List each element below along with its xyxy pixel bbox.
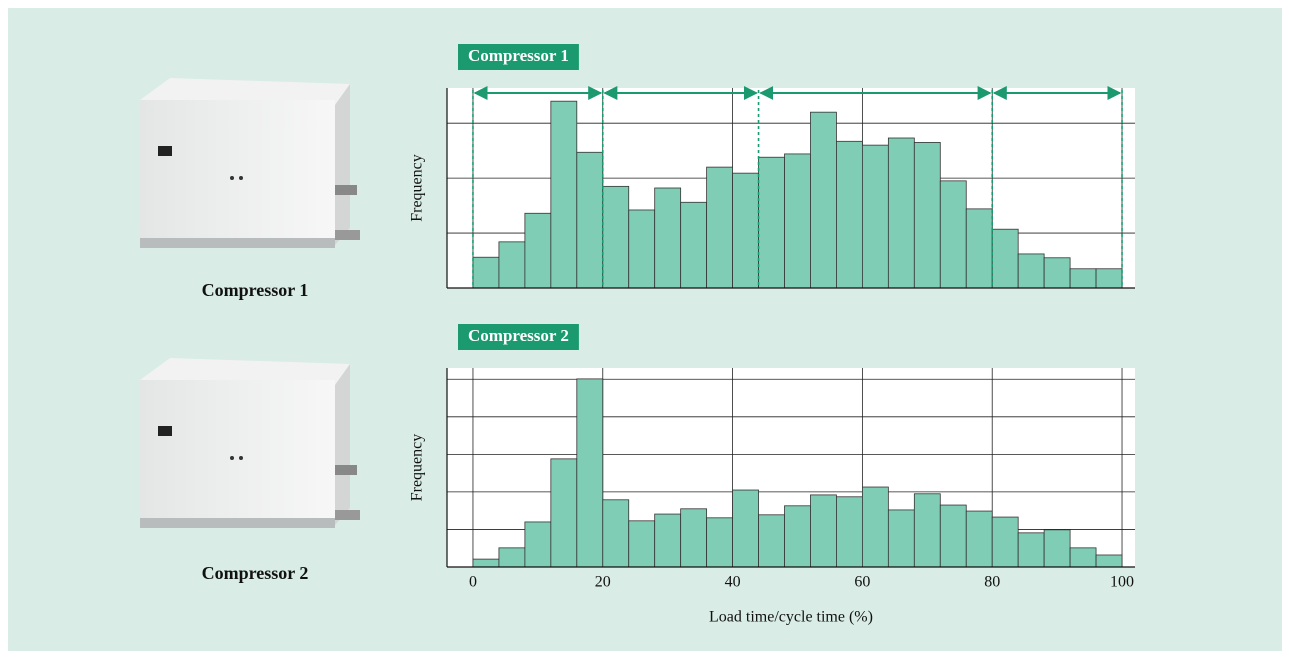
bar xyxy=(965,208,993,289)
bar xyxy=(472,256,500,289)
bar xyxy=(861,486,889,568)
x-tick-label: 0 xyxy=(469,574,477,591)
bar xyxy=(784,505,811,568)
x-axis-label: Load time/cycle time (%) xyxy=(709,609,873,626)
bar xyxy=(550,100,578,289)
bar xyxy=(913,141,941,289)
bar xyxy=(887,509,915,568)
bar xyxy=(732,489,759,568)
y-axis-label: Frequency xyxy=(409,434,426,502)
bar xyxy=(991,228,1019,289)
compressor-photo xyxy=(140,358,360,528)
title-badge xyxy=(458,44,579,70)
bar xyxy=(654,513,682,568)
title-badge xyxy=(458,324,579,350)
bar xyxy=(939,180,967,289)
bar xyxy=(1095,268,1123,289)
bar xyxy=(706,166,733,289)
y-axis-label: Frequency xyxy=(409,154,426,222)
bar xyxy=(784,153,811,289)
bar xyxy=(576,378,604,568)
bar xyxy=(810,111,837,289)
bar xyxy=(758,156,785,289)
bar xyxy=(836,496,863,568)
x-tick-label: 80 xyxy=(984,574,1000,591)
bar xyxy=(939,504,967,568)
bar xyxy=(602,185,630,289)
bar xyxy=(602,499,630,568)
photo-caption: Compressor 2 xyxy=(202,563,309,583)
bar xyxy=(1069,268,1097,289)
bar xyxy=(836,140,863,289)
bar xyxy=(706,517,733,568)
bar xyxy=(1017,532,1045,568)
bar xyxy=(550,458,578,568)
bar xyxy=(1069,547,1097,568)
chart-title: Compressor 2 xyxy=(468,326,569,345)
x-tick-label: 40 xyxy=(725,574,741,591)
bar xyxy=(965,510,993,568)
bar xyxy=(991,516,1019,568)
x-tick-label: 20 xyxy=(595,574,611,591)
bar xyxy=(628,209,656,289)
bar xyxy=(498,241,526,289)
bar xyxy=(524,521,552,568)
photo-caption: Compressor 1 xyxy=(202,280,309,300)
bar xyxy=(758,514,785,568)
x-tick-label: 100 xyxy=(1110,574,1134,591)
bar xyxy=(498,547,526,568)
bar xyxy=(861,144,889,289)
bar xyxy=(524,212,552,289)
bar xyxy=(680,201,708,289)
chart-title: Compressor 1 xyxy=(468,46,569,65)
bar xyxy=(732,172,759,289)
bar xyxy=(576,151,604,289)
x-tick-label: 60 xyxy=(854,574,870,591)
bar xyxy=(887,137,915,289)
bar xyxy=(654,187,682,289)
bar xyxy=(1043,257,1071,289)
bar xyxy=(1043,529,1071,568)
bar xyxy=(1017,253,1045,289)
bar xyxy=(810,494,837,568)
bar xyxy=(913,493,941,568)
bar xyxy=(680,508,708,568)
bar xyxy=(1095,554,1123,568)
compressor-photo xyxy=(140,78,360,248)
bar xyxy=(628,520,656,568)
bar xyxy=(472,558,500,568)
